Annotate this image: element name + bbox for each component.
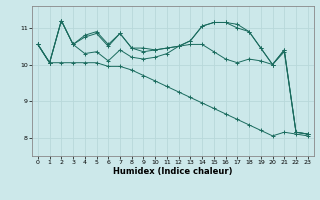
- X-axis label: Humidex (Indice chaleur): Humidex (Indice chaleur): [113, 167, 233, 176]
